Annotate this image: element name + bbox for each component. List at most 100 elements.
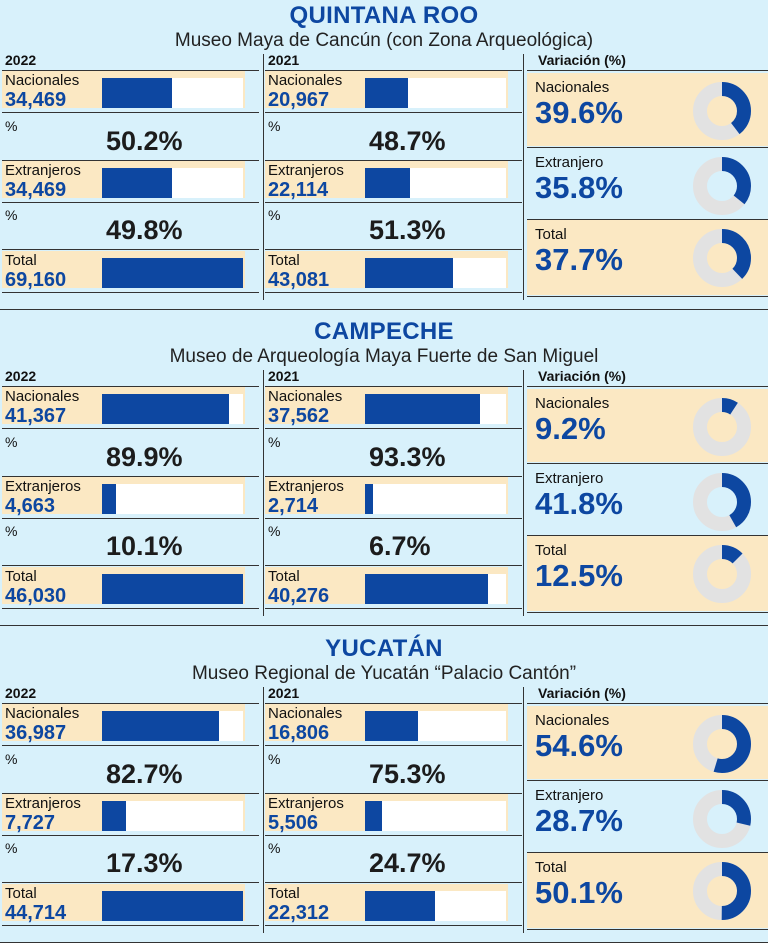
variacion-total-cell: Total 37.7% (527, 220, 768, 295)
total-value: 22,312 (268, 902, 330, 924)
donut-slice (693, 398, 751, 456)
pct-nacionales-value: 48.7% (369, 126, 446, 156)
bar-track (365, 168, 506, 198)
donut-slice (693, 473, 751, 531)
total-cell: Total 43,081 (265, 251, 508, 291)
nacionales-label: Nacionales (5, 72, 80, 89)
bar-track (365, 801, 506, 831)
variacion-header: Variación (%) (538, 52, 626, 68)
year-label: 2021 (268, 685, 300, 701)
variacion-total-cell: Total 12.5% (527, 536, 768, 611)
variacion-extranjero-value: 41.8% (535, 486, 623, 521)
extranjeros-label: Extranjeros (268, 478, 344, 495)
variacion-total-label: Total (535, 226, 567, 243)
divider (2, 292, 259, 293)
pct-extranjeros-value: 17.3% (106, 848, 183, 878)
divider (2, 882, 259, 883)
column-rule (263, 687, 264, 933)
divider (2, 925, 259, 926)
percent-symbol: % (268, 118, 281, 134)
variacion-header: Variación (%) (538, 368, 626, 384)
divider (527, 219, 768, 220)
divider (265, 835, 522, 836)
variacion-total-donut (693, 229, 751, 287)
nacionales-cell: Nacionales 16,806 (265, 704, 508, 744)
bar-track (365, 891, 506, 921)
divider (265, 386, 522, 387)
variacion-extranjero-donut (693, 157, 751, 215)
divider (265, 793, 522, 794)
variacion-nacionales-label: Nacionales (535, 712, 610, 729)
variacion-total-value: 12.5% (535, 558, 623, 593)
year-label: 2021 (268, 368, 300, 384)
nacionales-bar (365, 78, 408, 108)
divider (527, 929, 768, 930)
divider (265, 249, 522, 250)
divider (2, 745, 259, 746)
donut-track (693, 398, 751, 456)
total-label: Total (268, 885, 300, 902)
divider (2, 249, 259, 250)
extranjeros-cell: Extranjeros 34,469 (2, 161, 245, 201)
variacion-nacionales-donut (693, 715, 751, 773)
divider (2, 428, 259, 429)
total-bar (102, 574, 243, 604)
divider (265, 70, 522, 71)
year-label: 2021 (268, 52, 300, 68)
pct-extranjeros-row: % 6.7% (265, 521, 522, 565)
year-label: 2022 (5, 685, 37, 701)
variacion-nacionales-donut (693, 82, 751, 140)
extranjeros-bar (102, 168, 172, 198)
extranjeros-cell: Extranjeros 7,727 (2, 794, 245, 834)
nacionales-bar (102, 78, 172, 108)
percent-symbol: % (5, 523, 18, 539)
variacion-extranjero-donut (693, 473, 751, 531)
nacionales-label: Nacionales (5, 705, 80, 722)
pct-extranjeros-row: % 49.8% (2, 205, 259, 249)
percent-symbol: % (268, 523, 281, 539)
divider (527, 296, 768, 297)
total-value: 40,276 (268, 585, 330, 607)
extranjeros-value: 34,469 (5, 179, 67, 201)
variacion-extranjero-cell: Extranjero 35.8% (527, 148, 768, 218)
extranjeros-label: Extranjeros (5, 162, 81, 179)
donut-slice (693, 229, 751, 287)
pct-extranjeros-value: 49.8% (106, 215, 183, 245)
region-section: QUINTANA ROO Museo Maya de Cancún (con Zo… (0, 0, 768, 310)
variacion-total-value: 37.7% (535, 242, 623, 277)
pct-extranjeros-row: % 24.7% (265, 838, 522, 882)
total-cell: Total 40,276 (265, 567, 508, 607)
variacion-nacionales-cell: Nacionales 54.6% (527, 706, 768, 779)
divider (265, 703, 522, 704)
bar-track (102, 394, 243, 424)
extranjeros-value: 4,663 (5, 495, 56, 517)
divider (265, 608, 522, 609)
pct-nacionales-value: 93.3% (369, 442, 446, 472)
variacion-nacionales-label: Nacionales (535, 395, 610, 412)
total-bar (365, 891, 435, 921)
extranjeros-label: Extranjeros (268, 162, 344, 179)
total-value: 46,030 (5, 585, 67, 607)
divider (527, 852, 768, 853)
divider (265, 160, 522, 161)
bar-track (365, 258, 506, 288)
divider (2, 608, 259, 609)
variacion-header: Variación (%) (538, 685, 626, 701)
nacionales-value: 20,967 (268, 89, 330, 111)
nacionales-cell: Nacionales 36,987 (2, 704, 245, 744)
total-bar (365, 574, 488, 604)
bar-track (102, 168, 243, 198)
pct-nacionales-row: % 50.2% (2, 116, 259, 160)
percent-symbol: % (268, 751, 281, 767)
extranjeros-value: 22,114 (268, 179, 329, 201)
column-rule (523, 687, 524, 933)
pct-nacionales-row: % 93.3% (265, 432, 522, 476)
total-bar (365, 258, 453, 288)
donut-slice (693, 862, 751, 920)
nacionales-bar (102, 711, 219, 741)
pct-nacionales-row: % 89.9% (2, 432, 259, 476)
nacionales-value: 16,806 (268, 722, 330, 744)
divider (265, 882, 522, 883)
divider (265, 112, 522, 113)
pct-nacionales-value: 89.9% (106, 442, 183, 472)
